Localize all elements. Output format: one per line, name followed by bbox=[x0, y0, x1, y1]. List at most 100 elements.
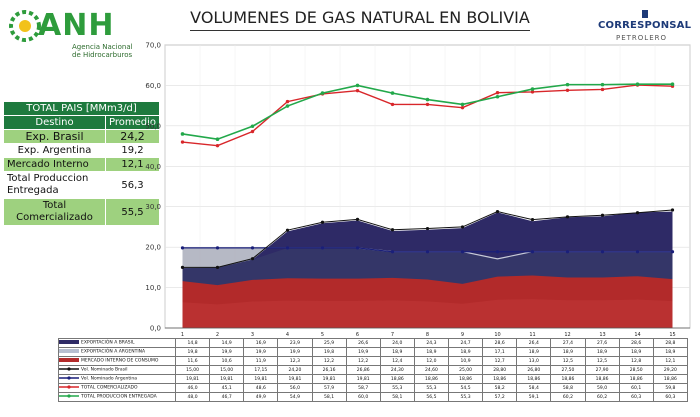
data-table-cell: 18,86 bbox=[482, 374, 518, 384]
data-table-cell: 19,9 bbox=[209, 347, 245, 357]
x-tick-label: 12 bbox=[564, 332, 570, 338]
summary-header: TOTAL PAIS [MMm3/d] bbox=[3, 101, 160, 116]
data-table-cell: 12,5 bbox=[584, 356, 620, 366]
data-table-cell: 10,6 bbox=[209, 356, 245, 366]
point-nominado-brasil bbox=[530, 218, 535, 222]
data-table-cell: 15,00 bbox=[209, 365, 245, 375]
point-nominado-argentina bbox=[670, 250, 675, 254]
data-table-cell: 27,50 bbox=[550, 365, 586, 375]
tower-icon bbox=[642, 10, 648, 18]
data-table-cell: 46,0 bbox=[174, 383, 211, 393]
point-total-produccion bbox=[355, 83, 360, 88]
series-label: Vol. Nominado Argentina bbox=[58, 374, 176, 384]
series-name: TOTAL PRODUCCION ENTREGADA bbox=[81, 394, 157, 400]
chart-data-table: EXPORTACIÓN A BRASIL 14,8 14,9 16,9 23,9 25,9… bbox=[58, 338, 689, 402]
data-table-cell: 56,5 bbox=[413, 392, 450, 402]
data-table-cell: 18,9 bbox=[550, 347, 586, 357]
x-tick-label: 1 bbox=[181, 332, 184, 338]
data-table-cell: 18,9 bbox=[447, 347, 484, 357]
point-nominado-brasil bbox=[355, 217, 360, 222]
series-name: EXPORTACIÓN A ARGENTINA bbox=[81, 349, 146, 355]
data-table-cell: 54,9 bbox=[277, 392, 313, 402]
point-total-comercializado bbox=[390, 102, 395, 107]
data-table-row: EXPORTACIÓN A ARGENTINA 19,8 19,9 19,9 19,9 1… bbox=[58, 347, 689, 357]
data-table-cell: 28,6 bbox=[618, 338, 654, 348]
x-tick-label: 7 bbox=[391, 332, 394, 338]
data-table-cell: 19,81 bbox=[209, 374, 245, 384]
point-nominado-argentina bbox=[530, 250, 535, 254]
data-table-cell: 60,0 bbox=[345, 392, 381, 402]
point-nominado-brasil bbox=[285, 228, 290, 232]
series-name: EXPORTACIÓN A BRASIL bbox=[81, 340, 135, 346]
x-tick-label: 14 bbox=[634, 332, 640, 338]
x-tick-label: 2 bbox=[216, 332, 219, 338]
anh-logo: ANH Agencia Nacional de Hidrocarburos bbox=[8, 6, 138, 59]
data-table-cell: 58,7 bbox=[345, 383, 381, 393]
data-table-cell: 24,0 bbox=[379, 338, 415, 348]
data-table-cell: 11,6 bbox=[174, 356, 211, 366]
series-label: MERCADO INTERNO DE CONSUMO bbox=[58, 356, 176, 366]
data-table-cell: 58,1 bbox=[311, 392, 347, 402]
point-nominado-brasil bbox=[250, 257, 255, 261]
summary-col-destino: Destino bbox=[3, 115, 106, 130]
legend-key-icon bbox=[59, 385, 79, 389]
data-table-cell: 58,4 bbox=[516, 383, 552, 393]
data-table-cell: 12,0 bbox=[413, 356, 450, 366]
point-total-produccion bbox=[600, 82, 605, 87]
data-table-cell: 58,2 bbox=[482, 383, 518, 393]
summary-row-label: Mercado Interno bbox=[3, 157, 106, 172]
point-total-produccion bbox=[215, 137, 220, 141]
point-total-comercializado bbox=[215, 143, 220, 148]
data-table-cell: 27,90 bbox=[584, 365, 620, 375]
summary-row-label: Exp. Brasil bbox=[3, 129, 106, 144]
point-total-produccion bbox=[460, 102, 465, 107]
data-table-row: EXPORTACIÓN A BRASIL 14,8 14,9 16,9 23,9 25,9… bbox=[58, 338, 689, 348]
data-table-cell: 18,9 bbox=[584, 347, 620, 357]
data-table-cell: 55,3 bbox=[379, 383, 415, 393]
point-nominado-argentina bbox=[495, 250, 500, 254]
data-table-cell: 18,9 bbox=[652, 347, 689, 357]
data-table-cell: 12,8 bbox=[618, 356, 654, 366]
point-total-produccion bbox=[530, 87, 535, 91]
point-total-comercializado bbox=[565, 88, 570, 92]
point-total-produccion bbox=[425, 97, 430, 102]
data-table-cell: 19,9 bbox=[345, 347, 381, 357]
data-table-cell: 18,86 bbox=[413, 374, 450, 384]
point-nominado-brasil bbox=[215, 265, 220, 269]
data-table-cell: 19,8 bbox=[311, 347, 347, 357]
legend-key-icon bbox=[59, 340, 79, 345]
summary-col-promedio: Promedio bbox=[104, 115, 161, 130]
x-tick-label: 13 bbox=[599, 332, 605, 338]
data-table-cell: 28,50 bbox=[618, 365, 654, 375]
point-nominado-argentina bbox=[320, 246, 325, 250]
data-table-cell: 48,6 bbox=[243, 383, 279, 393]
data-table-row: TOTAL COMERCIALIZADO 46,0 45,1 48,6 56,0 57,9… bbox=[58, 383, 689, 393]
point-nominado-brasil bbox=[495, 209, 500, 214]
data-table-cell: 18,9 bbox=[618, 347, 654, 357]
point-nominado-argentina bbox=[215, 246, 220, 250]
data-table-cell: 24,3 bbox=[413, 338, 450, 348]
point-nominado-argentina bbox=[250, 246, 255, 250]
data-table-cell: 18,86 bbox=[379, 374, 415, 384]
data-table-cell: 58,8 bbox=[550, 383, 586, 393]
point-nominado-brasil bbox=[320, 220, 325, 224]
plot-area: 0,010,020,030,040,050,060,070,01 2 3 4 5 6 7 8 9… bbox=[145, 42, 691, 338]
data-table-cell: 26,4 bbox=[516, 338, 552, 348]
point-nominado-argentina bbox=[460, 250, 465, 254]
point-nominado-argentina bbox=[180, 246, 185, 250]
x-tick-label: 15 bbox=[669, 332, 675, 338]
corresponsal-sub: PETROLERO bbox=[616, 34, 667, 42]
point-total-produccion bbox=[495, 94, 500, 99]
data-table-cell: 49,9 bbox=[243, 392, 279, 402]
data-table-cell: 57,2 bbox=[482, 392, 518, 402]
point-total-comercializado bbox=[495, 91, 500, 95]
x-tick-label: 10 bbox=[494, 332, 500, 338]
data-table-cell: 45,1 bbox=[209, 383, 245, 393]
data-table-cell: 12,1 bbox=[652, 356, 689, 366]
y-tick-label: 50,0 bbox=[145, 122, 161, 130]
x-tick-label: 6 bbox=[356, 332, 359, 338]
series-label: TOTAL PRODUCCION ENTREGADA bbox=[58, 392, 176, 402]
data-table-cell: 24,7 bbox=[447, 338, 484, 348]
point-total-comercializado bbox=[180, 140, 185, 144]
data-table-cell: 23,9 bbox=[277, 338, 313, 348]
